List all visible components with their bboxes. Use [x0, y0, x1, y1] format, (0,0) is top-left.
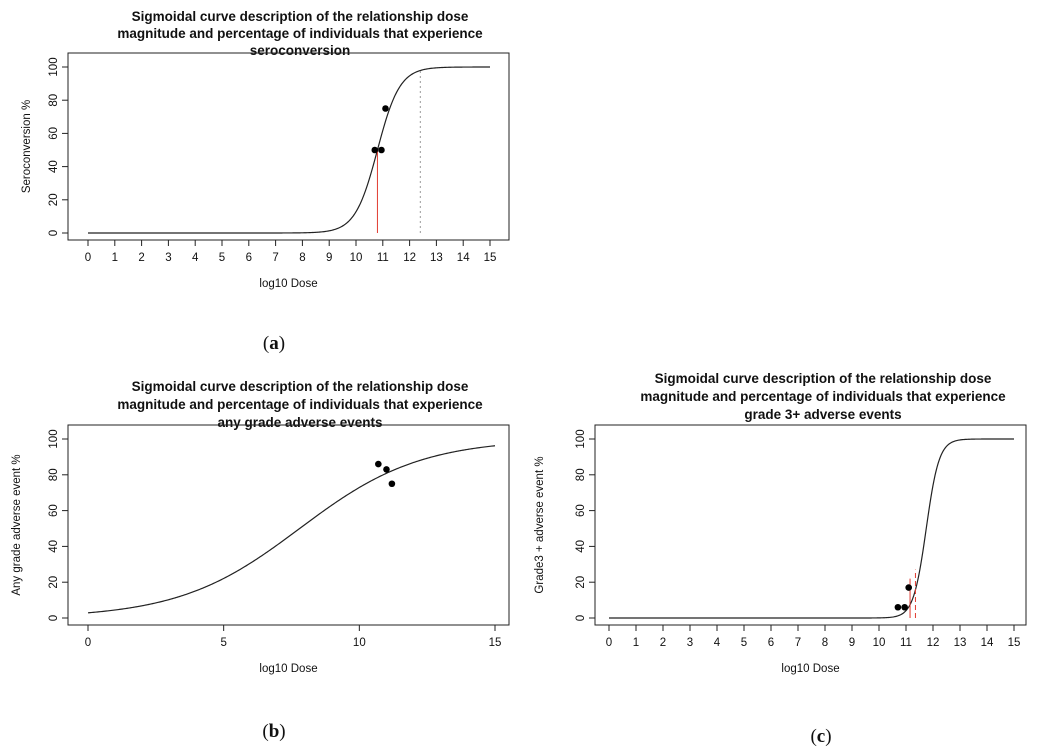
y-tick-label: 40 [48, 540, 60, 553]
x-axis-label: log10 Dose [781, 663, 839, 675]
chart-title-line: magnitude and percentage of individuals … [117, 26, 483, 41]
x-tick-label: 14 [457, 252, 470, 264]
chart-title-line: Sigmoidal curve description of the relat… [655, 371, 992, 386]
y-axis-label: Seroconversion % [21, 100, 33, 193]
y-axis-label: Grade3 + adverse event % [534, 456, 546, 593]
plot-frame [594, 424, 1027, 626]
data-point [378, 146, 385, 154]
x-tick-label: 13 [954, 637, 967, 649]
x-tick-label: 5 [219, 252, 225, 264]
y-tick-label: 0 [48, 230, 60, 236]
data-point [383, 466, 390, 473]
y-tick-label: 60 [48, 127, 60, 140]
x-tick-label: 7 [795, 637, 801, 649]
chart-title-line: Sigmoidal curve description of the relat… [132, 379, 469, 394]
data-point [905, 584, 912, 591]
chart-title-line: grade 3+ adverse events [744, 407, 901, 422]
data-point [375, 460, 382, 468]
x-tick-label: 0 [606, 637, 612, 649]
panel-caption: (b) [262, 721, 285, 742]
x-tick-label: 2 [660, 637, 666, 649]
data-point [901, 603, 908, 611]
y-tick-label: 100 [48, 429, 60, 448]
chart-panel-b: Sigmoidal curve description of the relat… [11, 379, 510, 742]
x-tick-label: 4 [714, 637, 721, 649]
chart-title-line: magnitude and percentage of individuals … [640, 389, 1006, 404]
chart-panel-c: Sigmoidal curve description of the relat… [534, 371, 1027, 747]
y-axis-label: Any grade adverse event % [11, 454, 23, 595]
x-tick-label: 10 [350, 252, 363, 264]
x-tick-label: 10 [873, 637, 886, 649]
sigmoid-curve [609, 438, 1014, 619]
data-point [382, 105, 389, 112]
chart-panel-a: Sigmoidal curve description of the relat… [21, 9, 510, 354]
x-tick-label: 6 [246, 252, 252, 264]
y-tick-label: 80 [48, 468, 60, 481]
data-point [894, 603, 902, 611]
y-tick-label: 0 [575, 615, 587, 621]
chart-title-line: magnitude and percentage of individuals … [117, 397, 483, 412]
x-tick-label: 15 [489, 637, 502, 649]
y-tick-label: 100 [48, 57, 60, 76]
x-tick-label: 10 [353, 637, 366, 649]
sigmoid-curve [87, 445, 496, 614]
y-tick-label: 100 [575, 429, 587, 448]
x-tick-label: 11 [377, 252, 389, 264]
y-tick-label: 80 [48, 94, 60, 107]
y-tick-label: 20 [48, 193, 60, 206]
y-tick-label: 60 [575, 504, 587, 517]
y-tick-label: 40 [575, 540, 587, 553]
y-tick-label: 60 [48, 504, 60, 517]
plot-frame [67, 424, 510, 626]
x-tick-label: 1 [633, 637, 639, 649]
y-tick-label: 20 [575, 576, 587, 589]
x-axis-label: log10 Dose [259, 278, 317, 290]
data-point [388, 480, 396, 488]
y-tick-label: 0 [48, 615, 60, 621]
x-tick-label: 8 [822, 637, 828, 649]
x-tick-label: 13 [430, 252, 443, 264]
x-tick-label: 3 [165, 252, 171, 264]
y-tick-label: 80 [575, 468, 587, 481]
panel-caption: (c) [810, 726, 831, 747]
x-tick-label: 6 [768, 637, 774, 649]
x-tick-label: 12 [927, 637, 940, 649]
y-tick-label: 40 [48, 160, 60, 173]
x-tick-label: 9 [849, 637, 855, 649]
x-tick-label: 0 [85, 252, 91, 264]
x-tick-label: 2 [138, 252, 144, 264]
sigmoid-curve [88, 66, 490, 234]
chart-title-line: seroconversion [250, 43, 351, 58]
x-tick-label: 0 [85, 637, 91, 649]
y-tick-label: 20 [48, 576, 60, 589]
x-tick-label: 1 [112, 252, 118, 264]
x-tick-label: 5 [741, 637, 747, 649]
x-axis-label: log10 Dose [259, 663, 317, 675]
x-tick-label: 15 [484, 252, 497, 264]
x-tick-label: 14 [981, 637, 994, 649]
x-tick-label: 9 [326, 252, 332, 264]
x-tick-label: 8 [299, 252, 305, 264]
plot-frame [67, 52, 510, 241]
x-tick-label: 3 [687, 637, 693, 649]
x-tick-label: 5 [220, 637, 226, 649]
data-point [371, 146, 379, 154]
x-tick-label: 12 [403, 252, 416, 264]
x-tick-label: 4 [192, 252, 199, 264]
panel-caption: (a) [263, 333, 285, 354]
chart-title-line: Sigmoidal curve description of the relat… [132, 9, 469, 24]
x-tick-label: 7 [272, 252, 278, 264]
chart-title-line: any grade adverse events [217, 415, 382, 430]
x-tick-label: 11 [900, 637, 912, 649]
x-tick-label: 15 [1008, 637, 1021, 649]
